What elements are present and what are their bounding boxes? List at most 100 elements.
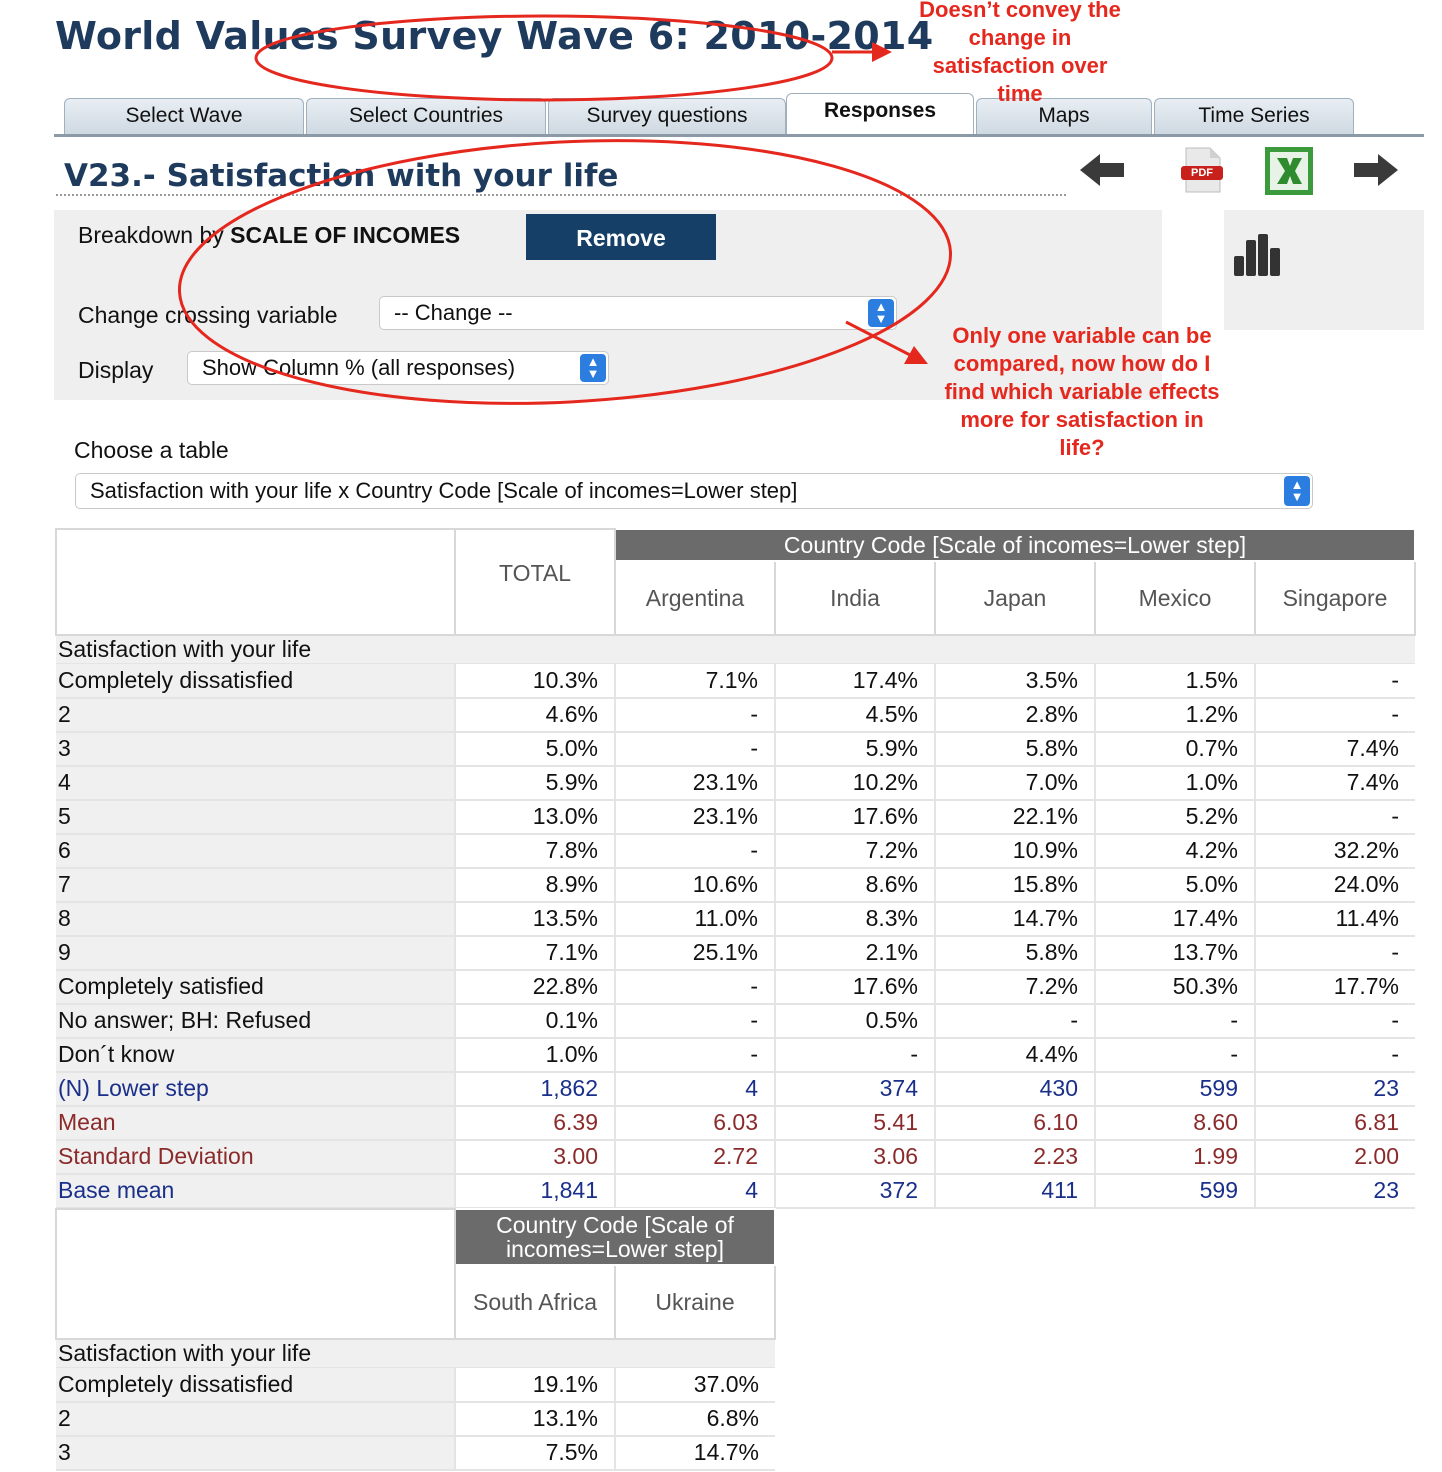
table-cell: 1.0% — [1094, 765, 1255, 801]
table-cell: 1.5% — [1094, 663, 1255, 699]
table-cell: 7.1% — [454, 935, 615, 971]
table-cell: 1,841 — [454, 1173, 615, 1209]
table-cell: 32.2% — [1253, 833, 1416, 869]
table-cell: 17.6% — [774, 969, 935, 1005]
table-cell: - — [1253, 799, 1416, 835]
row-label: 2 — [56, 697, 455, 733]
row-label: 3 — [56, 1435, 455, 1471]
table-cell: 13.1% — [454, 1401, 615, 1437]
country-header: South Africa — [454, 1264, 616, 1340]
annotation-note-variable: Only one variable can be compared, now h… — [944, 323, 1220, 460]
table-cell: - — [614, 969, 775, 1005]
header-corner — [55, 528, 456, 636]
table-cell: - — [1253, 1037, 1416, 1073]
country-header: Mexico — [1094, 560, 1256, 636]
table-row: (N) Lower step 1,862 4 374 430 599 23 — [56, 1071, 1416, 1107]
row-label: Base mean — [56, 1173, 455, 1209]
select-chevron-icon: ▲ ▼ — [868, 299, 894, 327]
row-label: Completely satisfied — [56, 969, 455, 1005]
table-cell: 5.9% — [774, 731, 935, 767]
table-cell: 22.1% — [934, 799, 1095, 835]
table-row: 4 5.9% 23.1% 10.2% 7.0% 1.0% 7.4% — [56, 765, 1416, 801]
table-cell: 1,862 — [454, 1071, 615, 1107]
table-cell: 0.1% — [454, 1003, 615, 1039]
remove-button[interactable]: Remove — [526, 214, 716, 260]
table-cell: 7.5% — [454, 1435, 615, 1471]
row-label: 3 — [56, 731, 455, 767]
table-row: 8 13.5% 11.0% 8.3% 14.7% 17.4% 11.4% — [56, 901, 1416, 937]
table-cell: 11.0% — [614, 901, 775, 937]
table-cell: 23 — [1253, 1071, 1416, 1107]
crosstab-table: TOTAL Country Code [Scale of incomes=Low… — [55, 528, 1417, 1209]
table-cell: 6.10 — [934, 1105, 1095, 1141]
annotation-note-time: Doesn’t convey the change in satisfactio… — [919, 0, 1121, 106]
display-select[interactable]: Show Column % (all responses) ▲ ▼ — [187, 351, 609, 385]
table-cell: - — [614, 1037, 775, 1073]
tab-divider — [54, 134, 1424, 137]
table-cell: - — [1253, 935, 1416, 971]
table-cell: 430 — [934, 1071, 1095, 1107]
tab-select-countries[interactable]: Select Countries — [306, 98, 546, 134]
table-row: 9 7.1% 25.1% 2.1% 5.8% 13.7% - — [56, 935, 1416, 971]
table-cell: 411 — [934, 1173, 1095, 1209]
table-cell: 4.5% — [774, 697, 935, 733]
table-select[interactable]: Satisfaction with your life x Country Co… — [75, 473, 1313, 509]
table-cell: 374 — [774, 1071, 935, 1107]
table-cell: 2.23 — [934, 1139, 1095, 1175]
table-row: Completely dissatisfied 19.1% 37.0% — [56, 1367, 775, 1403]
table-cell: 7.4% — [1253, 731, 1416, 767]
table-cell: 3.5% — [934, 663, 1095, 699]
tab-select-wave[interactable]: Select Wave — [64, 98, 304, 134]
table-cell: 10.9% — [934, 833, 1095, 869]
table-row: No answer; BH: Refused 0.1% -0.5% - - - — [56, 1003, 1416, 1039]
country-header: Argentina — [614, 560, 776, 636]
country-header: Singapore — [1253, 560, 1417, 636]
tab-survey-questions[interactable]: Survey questions — [548, 98, 786, 134]
table-cell: 14.7% — [934, 901, 1095, 937]
table-cell: 2.8% — [934, 697, 1095, 733]
tab-responses[interactable]: Responses — [786, 93, 974, 135]
chart-panel — [1224, 210, 1424, 330]
table-row: 7 8.9% 10.6% 8.6% 15.8% 5.0% 24.0% — [56, 867, 1416, 903]
table-cell: 2.72 — [614, 1139, 775, 1175]
group-header: Country Code [Scale of incomes=Lower ste… — [613, 528, 1417, 562]
row-label: Standard Deviation — [56, 1139, 455, 1175]
table-cell: 8.6% — [774, 867, 935, 903]
section-label: Satisfaction with your life — [56, 1339, 775, 1368]
table-row: Standard Deviation 3.00 2.72 3.06 2.23 1.99 2.… — [56, 1139, 1416, 1175]
tab-maps[interactable]: Maps — [976, 98, 1152, 134]
table-cell: 5.2% — [1094, 799, 1255, 835]
pdf-icon[interactable]: PDF — [1178, 146, 1226, 194]
table-cell: - — [1253, 1003, 1416, 1039]
table-cell: 7.2% — [774, 833, 935, 869]
table-cell: 5.0% — [454, 731, 615, 767]
country-header: Japan — [934, 560, 1096, 636]
table-row: 5 13.0% 23.1% 17.6% 22.1% 5.2% - — [56, 799, 1416, 835]
table-cell: - — [934, 1003, 1095, 1039]
bar-chart-icon[interactable] — [1234, 234, 1280, 276]
row-label: 9 — [56, 935, 455, 971]
table-cell: 7.1% — [614, 663, 775, 699]
table-cell: - — [614, 731, 775, 767]
table-cell: 17.6% — [774, 799, 935, 835]
display-label: Display — [78, 357, 154, 383]
table-cell: 23.1% — [614, 799, 775, 835]
row-label: Don´t know — [56, 1037, 455, 1073]
row-label: 8 — [56, 901, 455, 937]
table-cell: 4 — [614, 1173, 775, 1209]
table-cell: 372 — [774, 1173, 935, 1209]
crosstab-table-continued: Country Code [Scale of incomes=Lower ste… — [55, 1208, 776, 1471]
row-label: 7 — [56, 867, 455, 903]
table-cell: 7.0% — [934, 765, 1095, 801]
table-cell: 4.6% — [454, 697, 615, 733]
tab-time-series[interactable]: Time Series — [1154, 98, 1354, 134]
table-cell: - — [1253, 697, 1416, 733]
section-row: Satisfaction with your life — [56, 635, 1416, 664]
table-row: 2 13.1% 6.8% — [56, 1401, 775, 1437]
excel-icon[interactable] — [1264, 146, 1314, 196]
arrow-right-icon[interactable] — [1352, 150, 1400, 190]
table-cell: 8.60 — [1094, 1105, 1255, 1141]
arrow-left-icon[interactable] — [1078, 150, 1126, 190]
table-cell: 599 — [1094, 1173, 1255, 1209]
crossing-variable-select[interactable]: -- Change -- ▲ ▼ — [379, 296, 897, 330]
